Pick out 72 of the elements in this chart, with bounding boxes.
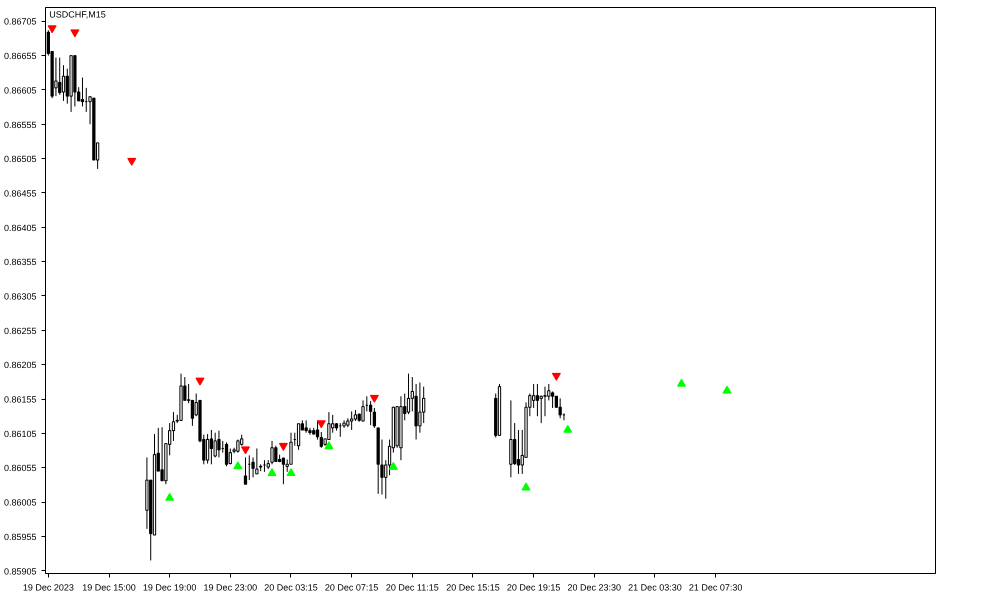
x-tick-label: 19 Dec 2023: [22, 582, 74, 592]
x-tick-label: 20 Dec 19:15: [506, 582, 560, 592]
candlestick: [206, 434, 210, 464]
candlestick: [289, 432, 293, 465]
y-tick-label: 0.86105: [4, 428, 37, 439]
candlestick: [160, 426, 164, 482]
candlestick: [361, 400, 365, 422]
x-tick-label: 20 Dec 07:15: [324, 582, 378, 592]
candlestick: [80, 77, 84, 107]
y-tick-label: 0.86605: [4, 85, 37, 96]
candlestick: [217, 430, 221, 458]
candlestick: [172, 412, 176, 442]
point: [676, 378, 686, 387]
y-tick-label: 0.86205: [4, 360, 37, 370]
candlestick: [532, 383, 536, 408]
point: [48, 25, 57, 34]
y-tick-label: 0.86655: [4, 51, 37, 62]
y-tick-label: 0.86155: [4, 394, 37, 405]
candlestick: [543, 386, 547, 417]
candlestick: [282, 456, 286, 485]
point: [268, 468, 277, 476]
point: [563, 424, 572, 433]
y-tick-label: 0.86305: [4, 291, 37, 302]
candlestick: [550, 390, 554, 408]
candlestick: [255, 448, 258, 474]
candlestick: [210, 429, 214, 465]
y-tick-label: 0.86455: [4, 188, 37, 198]
x-tick-label: 21 Dec 07:30: [688, 582, 742, 592]
x-tick-label: 19 Dec 15:00: [82, 582, 136, 592]
candlestick: [251, 456, 255, 478]
candlestick: [558, 398, 562, 419]
candlestick: [244, 456, 248, 485]
y-tick-label: 0.86255: [4, 326, 37, 336]
point: [324, 441, 334, 450]
candlestick: [296, 423, 300, 450]
point: [127, 158, 136, 166]
chart-title: USDCHF,M15: [49, 10, 106, 20]
candlestick: [354, 410, 358, 422]
x-tick-label: 19 Dec 23:00: [204, 582, 258, 592]
x-tick-label: 20 Dec 11:15: [386, 582, 439, 592]
y-tick-label: 0.86555: [4, 120, 37, 130]
point: [286, 468, 296, 476]
candlestick: [224, 442, 228, 467]
candlestick: [270, 440, 274, 465]
candlestick: [406, 373, 410, 415]
y-tick-label: 0.86405: [4, 222, 37, 233]
y-tick-label: 0.86055: [4, 463, 37, 474]
y-tick-label: 0.85955: [4, 532, 37, 542]
point: [388, 462, 398, 470]
candlestick: [350, 410, 354, 430]
candlestick: [418, 382, 422, 434]
y-tick-label: 0.85905: [4, 566, 37, 576]
y-tick-label: 0.86705: [4, 16, 37, 27]
candlestick: [516, 429, 520, 474]
y-tick-label: 0.86005: [4, 498, 37, 508]
candlestick: [274, 445, 278, 462]
x-tick-label: 19 Dec 19:00: [142, 582, 196, 592]
candlestick: [304, 420, 308, 434]
point: [722, 386, 732, 394]
y-tick-label: 0.86355: [4, 257, 37, 268]
x-tick-label: 20 Dec 15:15: [446, 582, 500, 592]
point: [70, 29, 80, 38]
point: [165, 492, 174, 501]
candlestick: [368, 400, 372, 426]
candlestick: [62, 64, 66, 102]
point: [522, 482, 531, 490]
x-tick-label: 21 Dec 03:30: [628, 582, 682, 592]
x-tick-label: 20 Dec 23:30: [568, 582, 622, 592]
point: [233, 461, 242, 470]
y-tick-label: 0.86505: [4, 154, 37, 164]
candlestick: [228, 448, 232, 465]
x-tick-label: 20 Dec 03:15: [264, 582, 318, 592]
